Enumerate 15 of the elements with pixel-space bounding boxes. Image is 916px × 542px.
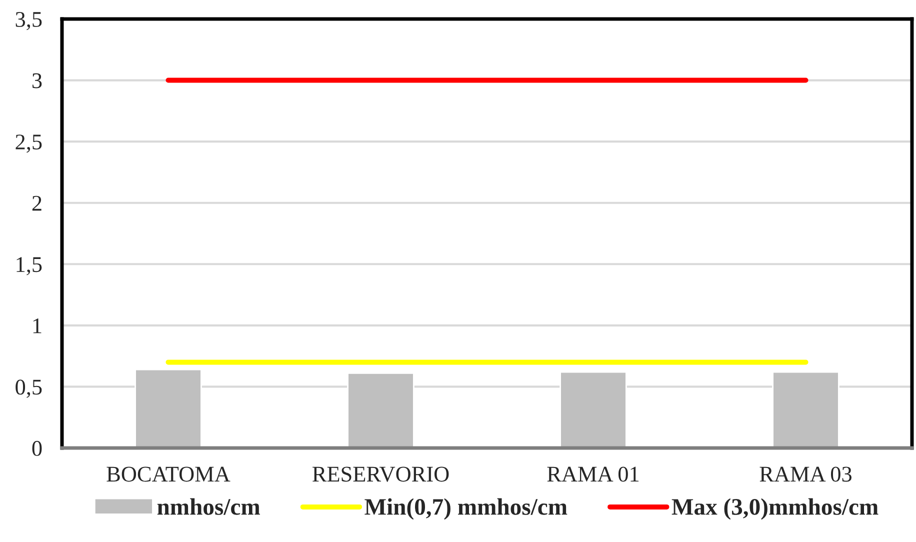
- y-tick-label: 1,5: [16, 257, 42, 276]
- y-tick-label: 0: [32, 440, 42, 456]
- y-tick-label: 1: [33, 318, 42, 334]
- x-tick-label: RESERVORIO: [312, 466, 449, 482]
- y-tick-label: 3: [32, 73, 42, 88]
- legend-label: nmhos/cm: [157, 498, 260, 515]
- legend-label: Min(0,7) mmhos/cm: [364, 498, 568, 520]
- y-tick-label: 3,5: [16, 12, 42, 30]
- legend-label: Max (3,0)mmhos/cm: [672, 498, 878, 520]
- y-tick-label: 2,5: [16, 134, 42, 153]
- x-tick-label: RAMA 03: [760, 466, 852, 482]
- y-tick-label: 0,5: [16, 380, 42, 398]
- y-tick-label: 2: [32, 196, 42, 211]
- x-tick-label: BOCATOMA: [106, 466, 230, 482]
- x-tick-label: RAMA 01: [547, 466, 639, 482]
